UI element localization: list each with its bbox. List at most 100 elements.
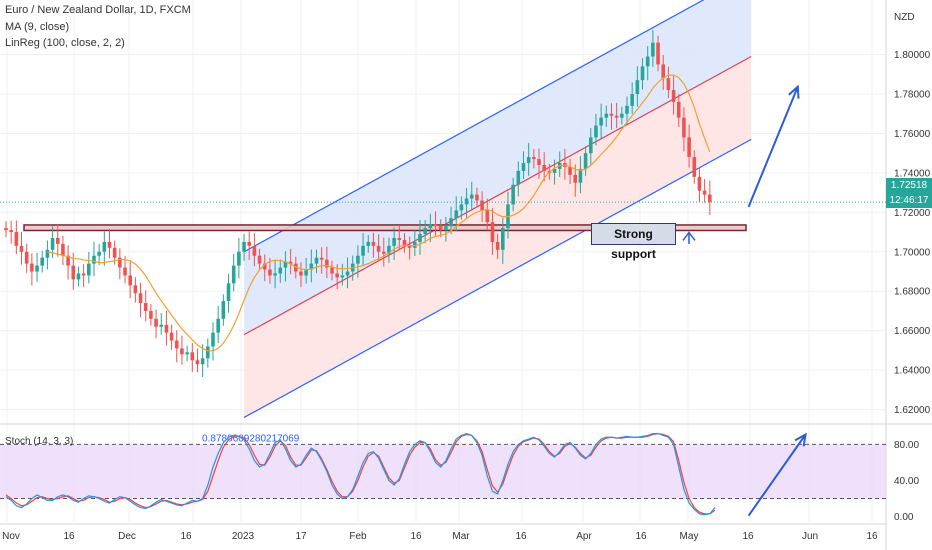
- candle-body: [66, 255, 70, 266]
- candle-body: [620, 113, 624, 118]
- candle-body: [501, 228, 505, 250]
- stoch-projection-arrow-shaft: [747, 433, 807, 517]
- candle-body: [526, 157, 531, 164]
- candle-body: [552, 168, 557, 173]
- candle-body: [521, 163, 526, 171]
- candle-body: [666, 78, 671, 91]
- time-tick-label: May: [680, 531, 699, 542]
- candle-body: [702, 190, 707, 195]
- support-zone-rect: [23, 224, 747, 232]
- candle-body: [609, 113, 614, 116]
- candle-body: [387, 245, 391, 254]
- candle-body: [71, 265, 76, 280]
- candle-body: [604, 113, 609, 118]
- candle-body: [314, 257, 319, 264]
- candle-body: [164, 324, 169, 333]
- candle-body: [87, 263, 91, 276]
- channel-lower-line: [243, 138, 752, 418]
- price-tick-label: 1.78000: [894, 89, 931, 100]
- candle-body: [599, 117, 603, 126]
- candle-body: [283, 261, 288, 268]
- candle-body: [252, 245, 257, 256]
- candle-body: [35, 265, 39, 272]
- candle-body: [97, 251, 101, 256]
- candle-body: [532, 157, 536, 160]
- candle-body: [112, 247, 117, 258]
- candle-body: [475, 194, 479, 201]
- candle-body: [630, 93, 634, 106]
- candle-body: [231, 265, 236, 284]
- candle-body: [40, 257, 45, 266]
- candle-body: [692, 157, 697, 177]
- candle-body: [50, 237, 55, 250]
- candle-body: [635, 80, 640, 94]
- time-tick-label: 17: [295, 531, 307, 542]
- countdown-tag: 12:46:17: [886, 193, 932, 208]
- price-tick-label: 1.80000: [894, 50, 931, 61]
- candle-body: [24, 251, 29, 264]
- candle-body: [573, 174, 578, 183]
- stoch-tick-label: 80.00: [894, 440, 919, 451]
- candle-body: [304, 269, 308, 276]
- candle-body: [128, 275, 132, 286]
- candle-body: [299, 271, 303, 276]
- candle-body: [325, 259, 329, 268]
- candle-body: [625, 105, 629, 114]
- price-tick-label: 1.62000: [894, 405, 931, 416]
- stoch-band: [0, 444, 886, 499]
- candle-body: [687, 137, 691, 158]
- price-tick-label: 1.68000: [894, 287, 931, 298]
- stoch-tick-label: 40.00: [894, 476, 919, 487]
- candle-body: [511, 184, 515, 205]
- candle-body: [568, 166, 572, 175]
- candle-body: [14, 232, 19, 246]
- candle-body: [697, 176, 702, 191]
- candle-body: [682, 117, 686, 138]
- support-zone: [23, 224, 747, 232]
- candle-body: [361, 245, 365, 256]
- candle-body: [594, 125, 598, 138]
- candle-body: [578, 168, 583, 183]
- candle-body: [423, 228, 427, 235]
- candle-body: [123, 267, 127, 276]
- candle-body: [278, 267, 283, 274]
- channel-upper-line: [243, 0, 705, 253]
- channel-upper-fill: [244, 0, 752, 335]
- candle-body: [433, 224, 438, 227]
- candle-body: [206, 346, 210, 359]
- candle-body: [407, 245, 412, 248]
- candle-body: [237, 251, 241, 266]
- candle-body: [588, 137, 593, 154]
- time-tick-label: 16: [866, 531, 878, 542]
- candle-body: [480, 200, 484, 211]
- candle-body: [45, 249, 50, 258]
- candle-body: [268, 269, 272, 276]
- candle-body: [402, 239, 407, 246]
- price-tick-label: 1.66000: [894, 326, 931, 337]
- candle-body: [376, 245, 381, 252]
- stoch-tick-label: 0.00: [894, 512, 914, 523]
- candle-body: [614, 115, 619, 118]
- strong-support-annotation: Strong support: [591, 223, 676, 261]
- ma-line: [47, 74, 711, 352]
- candle-body: [671, 90, 676, 102]
- candle-body: [133, 285, 138, 294]
- stoch-legend: Stoch (14, 3, 3): [5, 436, 74, 447]
- candle-body: [381, 251, 386, 254]
- candle-body: [371, 241, 376, 246]
- time-tick-label: Nov: [2, 531, 20, 542]
- candle-body: [335, 273, 339, 278]
- candle-body: [154, 318, 158, 327]
- candle-body: [81, 273, 86, 276]
- time-tick-label: 16: [180, 531, 192, 542]
- candle-body: [211, 332, 215, 347]
- candle-body: [645, 56, 650, 67]
- price-projection-arrow: [682, 84, 800, 244]
- candle-body: [583, 153, 588, 169]
- candle-body: [640, 66, 645, 81]
- candle-body: [454, 210, 459, 219]
- candle-body: [542, 165, 546, 171]
- price-tick-label: 1.64000: [894, 366, 931, 377]
- candle-body: [449, 218, 453, 227]
- candle-body: [309, 263, 314, 270]
